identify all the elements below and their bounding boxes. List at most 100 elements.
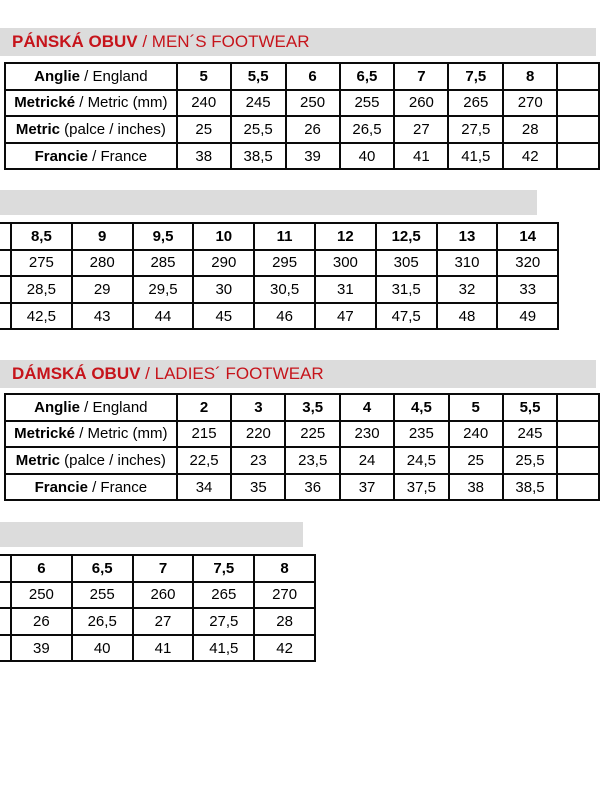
clipped-cell <box>556 393 600 422</box>
row-label-cell: Metric (palce / inches) <box>4 446 178 475</box>
value-cell: 47 <box>313 301 377 331</box>
value-cell: 24 <box>339 446 395 475</box>
value-cell: 305 <box>374 248 438 278</box>
value-cell: 265 <box>447 88 505 118</box>
value-cell: 25 <box>447 446 504 475</box>
clipped-cell <box>556 446 600 475</box>
ladies-size-table: Anglie / England 2 3 3,5 4 4,5 5 5,5 Metrické / … <box>4 393 600 502</box>
clipped-cell <box>556 88 600 118</box>
value-cell: 275 <box>10 248 73 278</box>
value-row: 42,5 43 44 45 46 47 47,5 48 49 <box>0 301 560 331</box>
value-cell: 27 <box>393 115 450 144</box>
value-cell: 225 <box>284 419 342 449</box>
value-cell: 250 <box>284 88 341 118</box>
size-header-row: 8,5 9 9,5 10 11 12 12,5 13 14 <box>0 222 560 251</box>
value-row: 250 255 260 265 270 <box>0 580 316 610</box>
ladies-size-table-continued: 6 6,5 7 7,5 8 250 255 260 265 270 26 26,5 27 27,5 28 39… <box>0 554 316 663</box>
value-row: 275 280 285 290 295 300 305 310 320 <box>0 248 560 278</box>
value-cell: 25,5 <box>501 446 559 475</box>
value-cell: 41 <box>131 633 195 663</box>
value-cell: 27,5 <box>192 607 256 636</box>
value-row: Metric (palce / inches) 25 25,5 26 26,5 27 27,… <box>4 115 600 144</box>
size-header-cell: 6,5 <box>70 554 134 583</box>
ladies-section-title: DÁMSKÁ OBUV / LADIES´ FOOTWEAR <box>12 364 324 384</box>
value-cell: 33 <box>496 275 560 304</box>
value-cell: 28 <box>502 115 559 144</box>
value-cell: 32 <box>435 275 499 304</box>
row-label-cell: Anglie / England <box>4 62 178 91</box>
value-cell: 295 <box>253 248 316 278</box>
value-row: 39 40 41 41,5 42 <box>0 633 316 663</box>
value-cell: 260 <box>131 580 195 610</box>
clipped-cell <box>0 580 12 610</box>
size-header-cell: 12,5 <box>374 222 438 251</box>
row-label-cell: Francie / France <box>4 472 178 502</box>
value-cell: 265 <box>192 580 256 610</box>
size-header-row: Anglie / England 5 5,5 6 6,5 7 7,5 8 <box>4 62 600 91</box>
size-header-cell: 7,5 <box>447 62 505 91</box>
value-cell: 44 <box>131 301 195 331</box>
value-cell: 27 <box>131 607 195 636</box>
mens-size-table-continued-wrapper: 8,5 9 9,5 10 11 12 12,5 13 14 275 280 285 290 295 300 3… <box>0 222 600 332</box>
value-cell: 30 <box>192 275 256 304</box>
value-cell: 290 <box>192 248 256 278</box>
value-cell: 29 <box>70 275 134 304</box>
size-header-cell: 14 <box>496 222 560 251</box>
clipped-cell <box>556 62 600 91</box>
value-cell: 240 <box>175 88 232 118</box>
value-cell: 42 <box>253 633 316 663</box>
value-cell: 245 <box>229 88 287 118</box>
value-cell: 38,5 <box>229 141 287 171</box>
size-header-cell: 8,5 <box>10 222 73 251</box>
mens-section-heading-bar: PÁNSKÁ OBUV / MEN´S FOOTWEAR <box>0 28 596 56</box>
value-cell: 255 <box>338 88 396 118</box>
size-header-cell: 8 <box>253 554 316 583</box>
value-cell: 45 <box>192 301 256 331</box>
value-row: 28,5 29 29,5 30 30,5 31 31,5 32 33 <box>0 275 560 304</box>
value-cell: 36 <box>284 472 342 502</box>
clipped-cell <box>0 248 12 278</box>
value-row: Francie / France 38 38,5 39 40 41 41,5 42 <box>4 141 600 171</box>
size-header-row: 6 6,5 7 7,5 8 <box>0 554 316 583</box>
size-header-cell: 6 <box>284 62 341 91</box>
mens-title-czech: PÁNSKÁ OBUV <box>12 32 138 51</box>
size-header-cell: 5,5 <box>501 393 559 422</box>
clipped-cell <box>556 419 600 449</box>
size-header-row: Anglie / England 2 3 3,5 4 4,5 5 5,5 <box>4 393 600 422</box>
size-header-cell: 5 <box>175 62 232 91</box>
size-header-cell: 12 <box>313 222 377 251</box>
value-cell: 41,5 <box>447 141 505 171</box>
value-cell: 270 <box>502 88 559 118</box>
value-cell: 220 <box>230 419 287 449</box>
value-cell: 230 <box>339 419 395 449</box>
value-cell: 43 <box>70 301 134 331</box>
value-cell: 31 <box>313 275 377 304</box>
clipped-cell <box>0 222 12 251</box>
size-header-cell: 9,5 <box>131 222 195 251</box>
value-cell: 48 <box>435 301 499 331</box>
value-cell: 23,5 <box>284 446 342 475</box>
value-cell: 40 <box>70 633 134 663</box>
row-label-cell: Metrické / Metric (mm) <box>4 419 178 449</box>
size-header-cell: 6,5 <box>338 62 396 91</box>
value-cell: 28 <box>253 607 316 636</box>
value-cell: 40 <box>338 141 396 171</box>
mens-size-table: Anglie / England 5 5,5 6 6,5 7 7,5 8 Metrické / … <box>4 62 600 171</box>
value-cell: 310 <box>435 248 499 278</box>
value-cell: 270 <box>253 580 316 610</box>
value-cell: 28,5 <box>10 275 73 304</box>
value-cell: 37,5 <box>392 472 450 502</box>
clipped-cell <box>0 301 12 331</box>
value-cell: 38 <box>447 472 504 502</box>
value-cell: 27,5 <box>447 115 505 144</box>
value-cell: 320 <box>496 248 560 278</box>
row-label-cell: Metric (palce / inches) <box>4 115 178 144</box>
ladies-size-table-wrapper: Anglie / England 2 3 3,5 4 4,5 5 5,5 Metrické / … <box>0 393 600 503</box>
clipped-cell <box>0 275 12 304</box>
value-cell: 260 <box>393 88 450 118</box>
value-cell: 42 <box>502 141 559 171</box>
value-cell: 285 <box>131 248 195 278</box>
mens-title-english: MEN´S FOOTWEAR <box>151 32 310 51</box>
value-cell: 26 <box>284 115 341 144</box>
